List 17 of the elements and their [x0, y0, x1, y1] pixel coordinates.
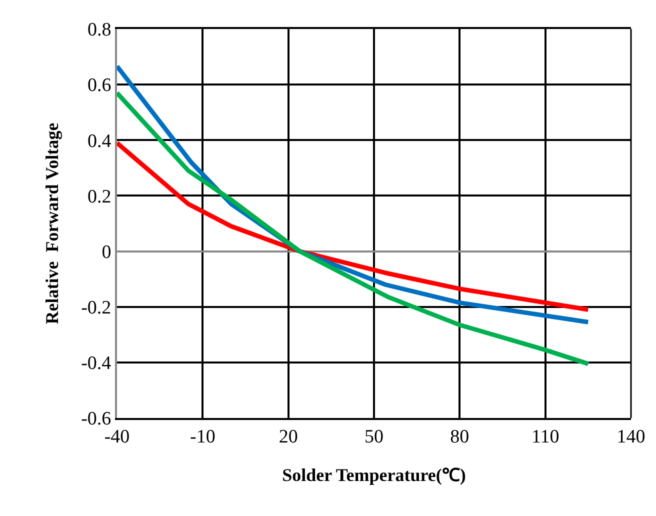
y-tick-label: -0.4: [81, 353, 112, 374]
x-tick-label: 80: [450, 426, 470, 448]
y-tick-label: 0.2: [87, 186, 112, 208]
x-tick-label: -10: [190, 426, 216, 448]
x-tick-label: 50: [364, 426, 384, 448]
y-tick-label: 0.6: [87, 75, 112, 96]
y-tick-label: 0: [102, 242, 112, 263]
x-tick-label: 140: [616, 426, 646, 448]
y-tick-label: 0.8: [87, 20, 112, 41]
line-series: [117, 90, 590, 366]
x-axis-title: Solder Temperature(℃): [282, 465, 466, 486]
y-tick-label: -0.2: [81, 298, 112, 319]
y-tick-label: 0.4: [87, 130, 112, 152]
line-series: [117, 140, 590, 312]
y-axis-title: Relative Forward Voltage: [42, 122, 62, 324]
x-tick-label: 110: [531, 426, 560, 448]
x-tick-label: 20: [278, 426, 298, 448]
